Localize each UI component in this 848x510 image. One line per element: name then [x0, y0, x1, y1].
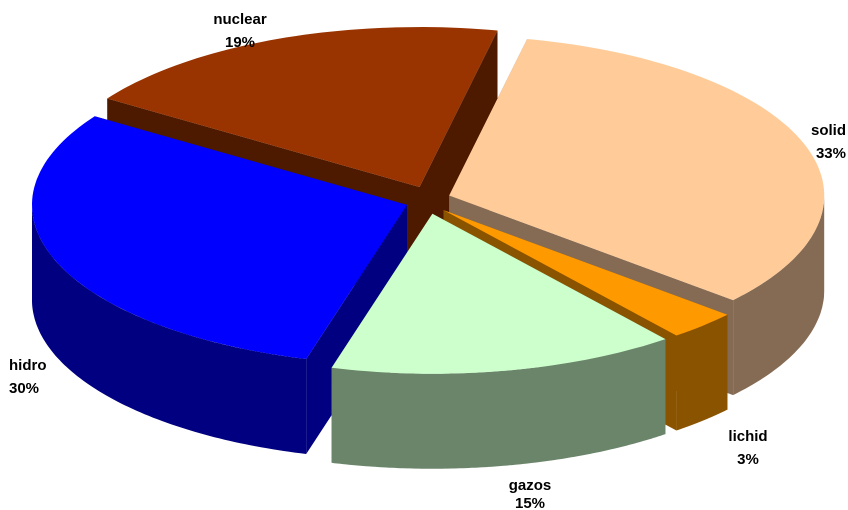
label-lichid-percent: 3%	[737, 451, 759, 468]
label-nuclear-percent: 19%	[225, 34, 255, 51]
label-gazos-name: gazos	[509, 477, 552, 494]
slice-lichid-outer-wall	[676, 314, 728, 431]
slice-hidro	[32, 116, 407, 454]
label-solid-name: solid	[811, 122, 846, 139]
label-gazos-percent: 15%	[515, 495, 545, 510]
slice-lichid-top	[443, 210, 728, 336]
pie-slices	[32, 27, 825, 469]
label-nuclear-name: nuclear	[213, 11, 267, 28]
label-solid-percent: 33%	[816, 145, 846, 162]
slice-gazos-top	[331, 213, 666, 374]
label-hidro-percent: 30%	[9, 380, 39, 397]
slice-solid-outer-wall	[733, 193, 825, 396]
pie-labels: nuclear 19% solid 33% hidro 30% lichid 3…	[9, 11, 846, 510]
slice-hidro-outer-wall	[32, 204, 307, 454]
slice-hidro-top	[32, 116, 407, 359]
slice-gazos-outer-wall	[331, 339, 666, 469]
slice-nuclear-top	[107, 27, 498, 187]
label-hidro-name: hidro	[9, 357, 47, 374]
label-lichid-name: lichid	[728, 428, 767, 445]
slice-solid-top	[449, 39, 825, 301]
slice-gazos	[331, 213, 666, 469]
